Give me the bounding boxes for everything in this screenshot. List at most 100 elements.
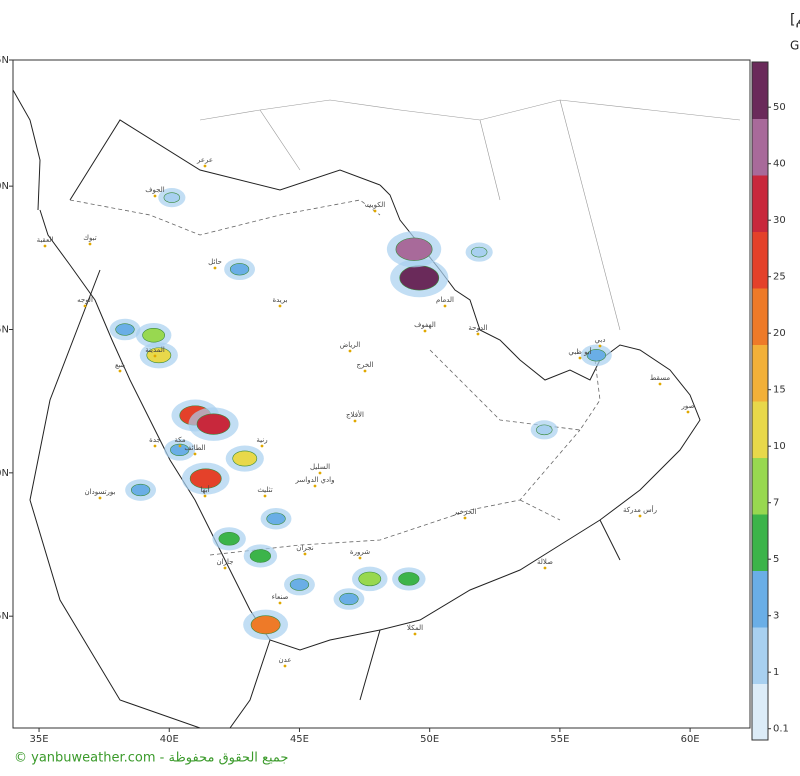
city-label: مكة xyxy=(174,436,186,444)
city-dot xyxy=(313,484,317,488)
rain-cell xyxy=(398,572,420,586)
colorbar-swatch xyxy=(752,683,768,741)
city-dot xyxy=(203,164,207,168)
city-label: الرياض xyxy=(340,341,361,349)
rain-cell xyxy=(189,468,222,489)
rain-cell xyxy=(130,483,151,497)
y-tick-label: 0N xyxy=(0,468,9,479)
city-dot xyxy=(83,304,87,308)
city-dot xyxy=(153,444,157,448)
rain-cell xyxy=(395,237,433,261)
city-label: تثليث xyxy=(257,486,272,494)
rain-cell xyxy=(163,192,181,203)
city-label: الخرج xyxy=(357,361,374,369)
city-label: العقبة xyxy=(37,236,54,244)
x-tick-label: 60E xyxy=(681,734,700,745)
y-tick-label: 5N xyxy=(0,55,9,66)
rain-cell xyxy=(218,532,240,546)
colorbar-frame xyxy=(751,61,769,741)
colorbar-swatch xyxy=(752,288,768,345)
city-dot xyxy=(658,382,662,386)
city-label: شرورة xyxy=(350,548,370,556)
city-dot xyxy=(578,356,582,360)
city-label: وادي الدواسر xyxy=(295,476,335,484)
city-label: الهفوف xyxy=(414,321,436,329)
city-label: دبي xyxy=(595,336,606,344)
rain-cell xyxy=(289,578,310,591)
rain-cell xyxy=(146,347,172,364)
city-dot xyxy=(348,349,352,353)
colorbar-label: 1 xyxy=(773,667,779,678)
map-frame xyxy=(12,59,751,729)
rain-cell xyxy=(266,512,286,525)
rain-cell xyxy=(470,246,488,258)
title: تنبؤ آني - توقعات الأمطار تراكميا لمدة س… xyxy=(790,10,800,28)
city-dot xyxy=(283,664,287,668)
city-dot xyxy=(263,494,267,498)
city-label: صور xyxy=(681,402,695,410)
rain-cell xyxy=(170,443,190,457)
city-dot xyxy=(353,419,357,423)
city-label: مسقط xyxy=(650,374,670,382)
rain-cell xyxy=(339,592,359,606)
city-dot xyxy=(260,444,264,448)
coastline xyxy=(13,89,621,728)
city-label: الأفلاج xyxy=(346,410,364,419)
city-dot xyxy=(88,242,92,246)
city-label: الدمام xyxy=(436,296,454,304)
x-tick-label: 40E xyxy=(160,734,179,745)
city-dot xyxy=(543,566,547,570)
rain-cell xyxy=(536,424,553,436)
rain-cell xyxy=(586,349,606,362)
colorbar-label: 3 xyxy=(773,611,779,622)
city-label: أبها xyxy=(200,485,209,494)
city-label: الوجه xyxy=(77,296,93,304)
rain-cell xyxy=(115,323,135,336)
city-label: رنية xyxy=(256,436,267,444)
city-dot xyxy=(153,194,157,198)
y-tick-label: 0N xyxy=(0,181,9,192)
city-dot xyxy=(638,514,642,518)
colorbar-label: 40 xyxy=(773,159,786,170)
city-label: جدة xyxy=(149,436,161,444)
border xyxy=(69,199,601,556)
y-tick-label: 5N xyxy=(0,611,9,622)
city-label: المدينة xyxy=(145,346,165,354)
city-dot xyxy=(358,556,362,560)
city-label: صنعاء xyxy=(272,593,289,601)
city-label: الكويت xyxy=(365,201,385,209)
city-dot xyxy=(463,516,467,520)
city-dot xyxy=(443,304,447,308)
city-label: الخرخير xyxy=(453,508,477,516)
city-dot xyxy=(223,566,227,570)
city-label: حائل xyxy=(208,258,222,266)
rain-cell xyxy=(142,328,166,343)
x-tick-label: 35E xyxy=(30,734,49,745)
city-dot xyxy=(423,329,427,333)
colorbar-label: 5 xyxy=(773,554,779,565)
city-dot xyxy=(363,369,367,373)
colorbar-swatch xyxy=(752,627,768,684)
city-dot xyxy=(193,452,197,456)
rain-cell xyxy=(250,615,281,635)
colorbar-swatch xyxy=(752,62,768,119)
colorbar-label: 50 xyxy=(773,102,786,113)
map: الرياض جدة مكة المدينة تبوك الجوف عرعر حائل بريد… xyxy=(13,89,741,728)
city-label: تبوك xyxy=(83,234,96,242)
city-dot xyxy=(303,552,307,556)
city-dot xyxy=(373,209,377,213)
city-dot xyxy=(118,369,122,373)
city-label: أبو ظبي xyxy=(568,347,591,356)
rain-cell xyxy=(229,263,250,276)
border xyxy=(199,99,741,331)
colorbar-swatch xyxy=(752,457,768,515)
city-dot xyxy=(153,354,157,358)
x-tick-label: 50E xyxy=(420,734,439,745)
colorbar-swatch xyxy=(752,514,768,571)
city-label: رأس مدركة xyxy=(623,505,657,514)
city-dot xyxy=(598,344,602,348)
city-dot xyxy=(98,496,102,500)
city-label: جازان xyxy=(217,558,234,566)
city-dot xyxy=(476,332,480,336)
